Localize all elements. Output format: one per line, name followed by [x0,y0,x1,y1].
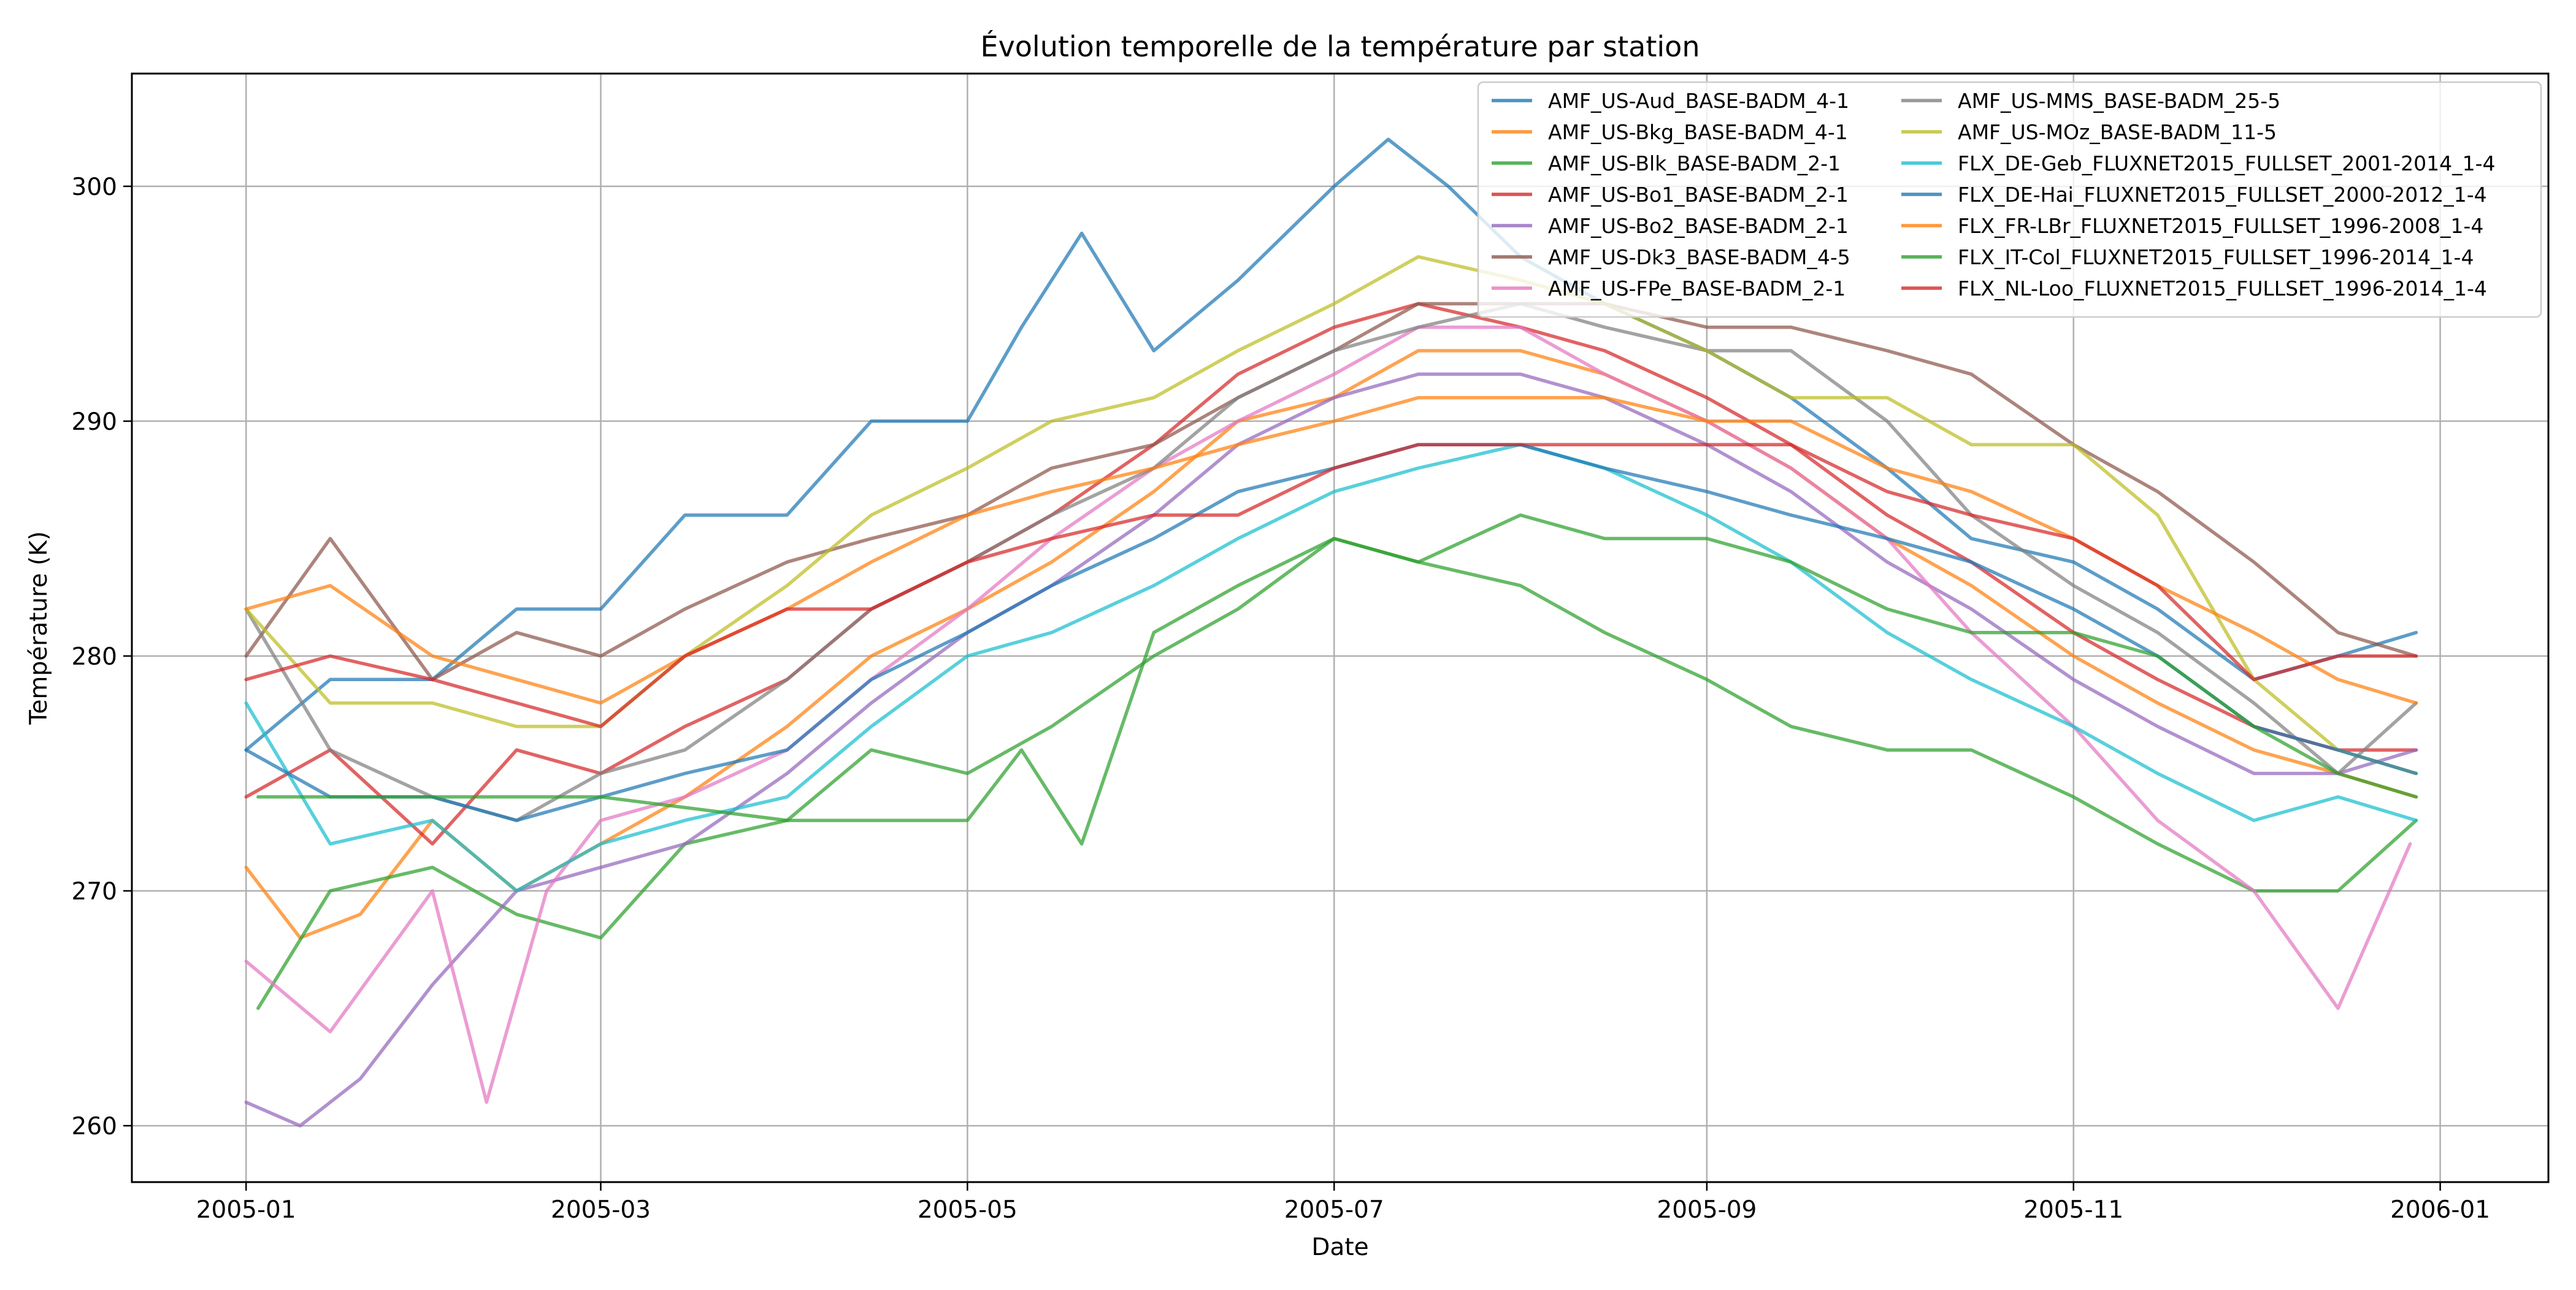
legend-entry: AMF_US-Blk_BASE-BADM_2-1 [1548,151,1841,175]
x-tick-label: 2005-09 [1657,1196,1757,1224]
series-line-10 [244,443,2418,893]
x-tick-label: 2005-07 [1284,1196,1384,1224]
tick-layer: 2005-01 2005-03 2005-05 2005-07 2005-09 2005-… [72,174,2491,1224]
series-line-1 [244,137,2418,752]
legend-entry: FLX_IT-Col_FLUXNET2015_FULLSET_1996-2014… [1958,245,2474,269]
y-tick-label: 300 [72,174,117,201]
legend-entry: FLX_DE-Geb_FLUXNET2015_FULLSET_2001-2014… [1958,151,2495,175]
y-tick-label: 290 [72,408,117,436]
chart-title: Évolution temporelle de la température p… [981,30,1700,63]
legend-entry: AMF_US-Bo1_BASE-BADM_2-1 [1548,183,1849,207]
x-tick-label: 2005-11 [2023,1196,2123,1224]
y-tick-label: 280 [72,643,117,671]
series-line-7 [244,325,2412,1104]
legend-entry: AMF_US-Aud_BASE-BADM_4-1 [1548,89,1849,113]
series-line-5 [244,372,2418,1128]
series-line-14 [244,443,2418,728]
series-layer [244,137,2418,1128]
x-tick-label: 2005-01 [196,1196,296,1224]
x-tick-label: 2005-03 [551,1196,651,1224]
legend-entry: FLX_FR-LBr_FLUXNET2015_FULLSET_1996-2008… [1958,214,2483,238]
y-tick-label: 270 [72,878,117,906]
legend-entry: AMF_US-Dk3_BASE-BADM_4-5 [1548,245,1850,269]
legend-entry: AMF_US-Bo2_BASE-BADM_2-1 [1548,214,1849,238]
legend-entry: FLX_DE-Hai_FLUXNET2015_FULLSET_2000-2012… [1958,183,2487,207]
x-axis-label: Date [1311,1234,1368,1261]
legend-frame [1477,81,2542,318]
legend-entry: AMF_US-MMS_BASE-BADM_25-5 [1958,89,2280,113]
x-tick-label: 2005-05 [918,1196,1018,1224]
legend-entry: AMF_US-FPe_BASE-BADM_2-1 [1548,277,1846,300]
series-line-13 [256,513,2418,846]
y-tick-label: 260 [72,1113,117,1140]
legend-entry: AMF_US-MOz_BASE-BADM_11-5 [1958,120,2277,144]
series-line-8 [244,302,2418,822]
y-axis-label: Température (K) [25,531,53,725]
legend-entry: AMF_US-Bkg_BASE-BADM_4-1 [1548,120,1848,144]
legend-entry: FLX_NL-Loo_FLUXNET2015_FULLSET_1996-2014… [1958,277,2487,300]
plot-frame [131,72,2550,1183]
legend: AMF_US-Aud_BASE-BADM_4-1 AMF_US-Bkg_BASE-… [1477,81,2542,318]
x-tick-label: 2006-01 [2390,1196,2490,1224]
